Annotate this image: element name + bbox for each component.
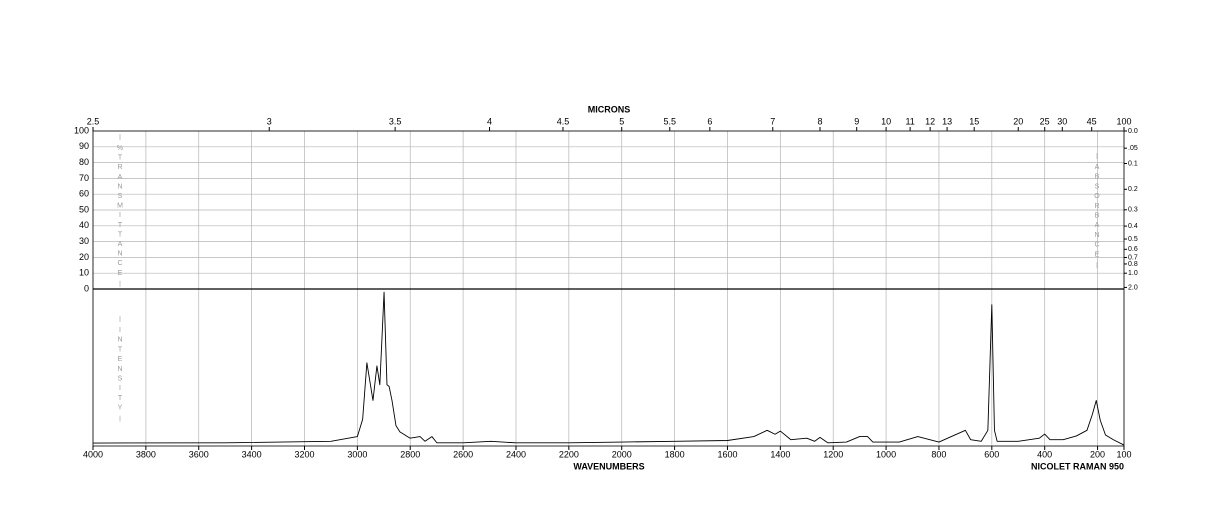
y-tick-label: 0 xyxy=(84,283,89,293)
x-tick-label: 4000 xyxy=(83,449,103,459)
x-axis-title: WAVENUMBERS xyxy=(573,461,644,471)
y-tick-label: 70 xyxy=(79,173,89,183)
y-tick-label: 90 xyxy=(79,141,89,151)
x-tick-label: 2800 xyxy=(400,449,420,459)
top-tick-label: 12 xyxy=(925,116,935,126)
x-tick-label: 200 xyxy=(1090,449,1105,459)
y-tick-label: 30 xyxy=(79,236,89,246)
y2-tick-label: 2.0 xyxy=(1128,284,1138,291)
x-tick-label: 400 xyxy=(1037,449,1052,459)
x-tick-label: 3800 xyxy=(136,449,156,459)
y-tick-label: 20 xyxy=(79,252,89,262)
y-tick-label: 50 xyxy=(79,204,89,214)
x-tick-label: 3400 xyxy=(242,449,262,459)
top-tick-label: 10 xyxy=(881,116,891,126)
top-tick-label: 30 xyxy=(1057,116,1067,126)
top-tick-label: 3.5 xyxy=(389,116,402,126)
y2-tick-label: 1.0 xyxy=(1128,270,1138,277)
x-tick-label: 1000 xyxy=(876,449,896,459)
y-tick-label: 10 xyxy=(79,268,89,278)
top-tick-label: 3 xyxy=(267,116,272,126)
top-tick-label: 11 xyxy=(905,116,914,126)
top-tick-label: 15 xyxy=(969,116,979,126)
top-tick-label: 25 xyxy=(1040,116,1050,126)
top-tick-label: 4.5 xyxy=(557,116,570,126)
top-tick-label: 9 xyxy=(854,116,859,126)
y2-tick-label: 0.7 xyxy=(1128,254,1138,261)
y-tick-label: 80 xyxy=(79,157,89,167)
y2-tick-label: .05 xyxy=(1128,145,1138,152)
y2-tick-label: 0.3 xyxy=(1128,207,1138,214)
top-tick-label: 13 xyxy=(942,116,952,126)
x-tick-label: 1800 xyxy=(665,449,685,459)
x-tick-label: 600 xyxy=(984,449,999,459)
y-tick-label: 100 xyxy=(74,125,89,135)
y-tick-label: 40 xyxy=(79,220,89,230)
top-tick-label: 5 xyxy=(619,116,624,126)
y2-tick-label: 0.0 xyxy=(1128,128,1138,135)
top-tick-label: 2.5 xyxy=(87,116,100,126)
top-tick-label: 8 xyxy=(817,116,822,126)
y2-tick-label: 0.4 xyxy=(1128,223,1138,230)
top-tick-label: 20 xyxy=(1013,116,1023,126)
x-tick-label: 3600 xyxy=(189,449,209,459)
x-tick-label: 100 xyxy=(1116,449,1131,459)
y-axis-title: % T R A N S M I T T A N C E xyxy=(117,145,123,277)
x-tick-label: 2600 xyxy=(453,449,473,459)
y2-tick-label: 0.8 xyxy=(1128,261,1138,268)
x-tick-label: 3000 xyxy=(347,449,367,459)
top-axis-title: MICRONS xyxy=(588,104,631,114)
y2-tick-label: 0.1 xyxy=(1128,160,1138,167)
top-tick-label: 45 xyxy=(1087,116,1097,126)
x-tick-label: 2200 xyxy=(559,449,579,459)
y-tick-label: 60 xyxy=(79,189,89,199)
top-tick-label: 5.5 xyxy=(664,116,677,126)
spectrum-line xyxy=(92,291,1125,446)
top-tick-label: 100 xyxy=(1116,116,1131,126)
x-tick-label: 800 xyxy=(931,449,946,459)
instrument-label: NICOLET RAMAN 950 xyxy=(1031,461,1124,471)
top-tick-label: 7 xyxy=(770,116,775,126)
top-tick-label: 6 xyxy=(707,116,712,126)
y2-tick-label: 0.5 xyxy=(1128,236,1138,243)
x-tick-label: 1600 xyxy=(717,449,737,459)
top-tick-label: 4 xyxy=(487,116,492,126)
y2-tick-label: 0.2 xyxy=(1128,186,1138,193)
x-tick-label: 1200 xyxy=(823,449,843,459)
y2-tick-label: 0.6 xyxy=(1128,246,1138,253)
x-tick-label: 3200 xyxy=(294,449,314,459)
x-tick-label: 2000 xyxy=(612,449,632,459)
x-tick-label: 2400 xyxy=(506,449,526,459)
x-tick-label: 1400 xyxy=(770,449,790,459)
